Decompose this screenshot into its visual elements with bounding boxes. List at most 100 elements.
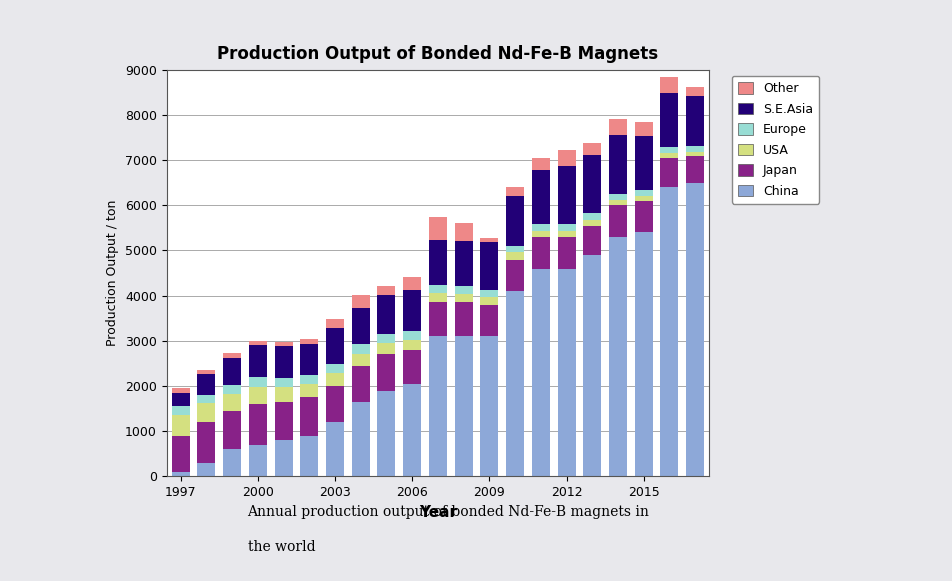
Bar: [404, 350, 421, 384]
Bar: [609, 194, 627, 200]
Bar: [429, 239, 446, 285]
Bar: [404, 331, 421, 340]
Bar: [352, 365, 369, 402]
Bar: [481, 242, 498, 290]
Bar: [248, 387, 267, 404]
Bar: [274, 440, 292, 476]
Bar: [481, 336, 498, 476]
Bar: [326, 328, 344, 364]
Bar: [197, 403, 215, 422]
Text: the world: the world: [248, 540, 315, 554]
Bar: [481, 238, 498, 242]
Bar: [635, 136, 653, 190]
Bar: [635, 122, 653, 136]
Bar: [558, 224, 576, 231]
Bar: [352, 353, 369, 365]
Bar: [248, 345, 267, 377]
Bar: [378, 295, 395, 333]
Bar: [609, 237, 627, 476]
Bar: [635, 196, 653, 201]
Bar: [584, 144, 602, 155]
Bar: [506, 260, 524, 291]
Bar: [481, 304, 498, 336]
Bar: [248, 341, 267, 345]
Bar: [352, 345, 369, 353]
Bar: [558, 166, 576, 224]
Bar: [300, 397, 318, 436]
Bar: [455, 295, 472, 303]
Bar: [506, 252, 524, 260]
Legend: Other, S.E.Asia, Europe, USA, Japan, China: Other, S.E.Asia, Europe, USA, Japan, Chi…: [732, 76, 820, 204]
Text: Annual production output of bonded Nd-Fe-B magnets in: Annual production output of bonded Nd-Fe…: [248, 505, 649, 519]
Bar: [274, 402, 292, 440]
Bar: [558, 268, 576, 476]
Bar: [506, 187, 524, 196]
Bar: [378, 333, 395, 343]
Bar: [300, 375, 318, 384]
Bar: [661, 158, 679, 187]
Bar: [506, 196, 524, 246]
Bar: [197, 463, 215, 476]
Bar: [223, 394, 241, 411]
Bar: [532, 268, 550, 476]
Bar: [661, 153, 679, 158]
Bar: [429, 217, 446, 239]
Bar: [609, 135, 627, 194]
Bar: [223, 357, 241, 385]
Bar: [300, 436, 318, 476]
Bar: [378, 343, 395, 354]
Bar: [326, 422, 344, 476]
Bar: [197, 422, 215, 463]
Bar: [223, 353, 241, 357]
Bar: [171, 415, 189, 436]
Bar: [429, 293, 446, 303]
Bar: [506, 246, 524, 252]
Bar: [274, 378, 292, 387]
Bar: [223, 411, 241, 449]
Bar: [455, 241, 472, 286]
Bar: [661, 187, 679, 476]
Bar: [686, 152, 704, 156]
Bar: [558, 150, 576, 166]
Bar: [248, 377, 267, 387]
Bar: [584, 225, 602, 255]
Bar: [197, 394, 215, 403]
Bar: [635, 232, 653, 476]
Bar: [686, 96, 704, 146]
Bar: [197, 374, 215, 394]
Bar: [326, 386, 344, 422]
Bar: [300, 384, 318, 397]
Bar: [274, 346, 292, 378]
Bar: [171, 388, 189, 393]
Bar: [300, 343, 318, 375]
Bar: [455, 336, 472, 476]
Bar: [404, 384, 421, 476]
Bar: [584, 213, 602, 220]
Bar: [686, 87, 704, 96]
Bar: [352, 309, 369, 345]
Bar: [404, 340, 421, 350]
Bar: [609, 200, 627, 205]
Bar: [532, 224, 550, 231]
Bar: [532, 158, 550, 170]
Bar: [326, 319, 344, 328]
X-axis label: Year: Year: [419, 505, 457, 519]
Bar: [326, 374, 344, 386]
Bar: [609, 205, 627, 237]
Bar: [532, 237, 550, 268]
Bar: [635, 201, 653, 232]
Bar: [455, 286, 472, 295]
Bar: [404, 290, 421, 331]
Bar: [481, 297, 498, 304]
Bar: [532, 170, 550, 224]
Bar: [429, 303, 446, 336]
Bar: [455, 303, 472, 336]
Bar: [532, 231, 550, 237]
Bar: [429, 285, 446, 293]
Y-axis label: Production Output / ton: Production Output / ton: [107, 200, 119, 346]
Bar: [558, 231, 576, 237]
Bar: [352, 402, 369, 476]
Bar: [378, 354, 395, 390]
Bar: [378, 390, 395, 476]
Bar: [274, 342, 292, 346]
